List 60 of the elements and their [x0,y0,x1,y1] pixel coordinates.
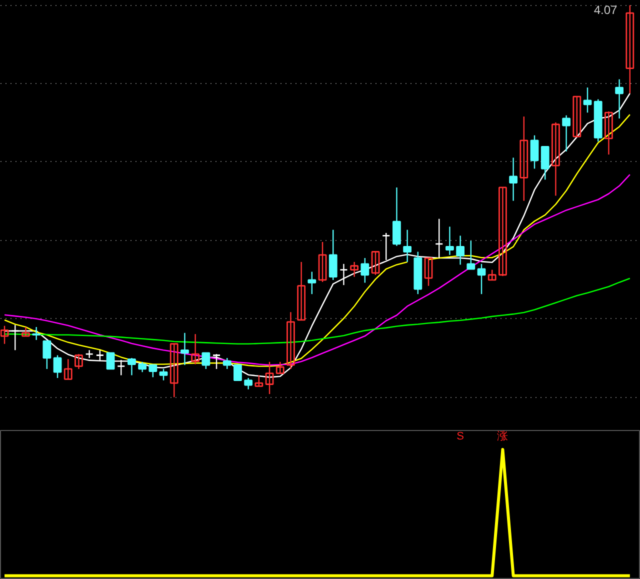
candlestick [222,357,232,370]
candlestick [265,361,274,395]
candlestick [403,229,412,263]
candlestick [180,332,189,366]
candlestick [74,353,83,370]
candlestick [276,361,284,374]
candlestick [64,358,72,380]
candlestick [138,361,147,373]
candlestick [85,350,94,359]
candlestick [583,86,592,114]
candlestick [32,326,41,341]
candlestick [212,353,221,370]
candlestick [308,271,316,295]
candlestick [572,96,582,138]
candlestick [128,357,136,376]
candlestick [626,4,634,94]
candlestick [604,110,613,156]
candlestick [22,326,30,337]
candlestick [434,218,444,259]
candlestick [170,343,178,398]
text: S [456,430,464,442]
candlestick [350,261,359,278]
candlestick [371,251,380,276]
candlestick [424,257,433,286]
candlestick [477,263,486,295]
candlestick [297,261,306,321]
candlestick [382,232,390,261]
candlestick [340,263,348,286]
candlestick [286,312,295,370]
candlestick [191,333,200,365]
candlestick [254,374,264,387]
candlestick [234,364,242,382]
candlestick [520,116,528,202]
candlestick [244,377,253,390]
candlestick [466,240,476,270]
candlestick [159,368,168,381]
candlestick [488,269,496,281]
candlestick [106,352,115,370]
candlestick [202,352,210,370]
candlestick [10,324,20,351]
candlestick [360,257,370,284]
candlestick [498,186,507,277]
candlestick [318,241,327,283]
candlestick [615,78,624,120]
candlestick [540,146,550,180]
candlestick [530,134,539,170]
candlestick [562,114,570,152]
text: 涨 [497,430,508,442]
candlestick [509,157,518,202]
candlestick [446,226,454,256]
candlestick [42,340,52,370]
candlestick [0,325,9,344]
candlestick [328,229,338,281]
candlestick [552,122,560,196]
candlestick [456,235,465,266]
candlestick [53,354,62,379]
annotation: 4.07 [594,3,618,18]
candlestick [392,186,401,246]
candlestick [148,364,158,378]
candlestick [96,350,104,362]
